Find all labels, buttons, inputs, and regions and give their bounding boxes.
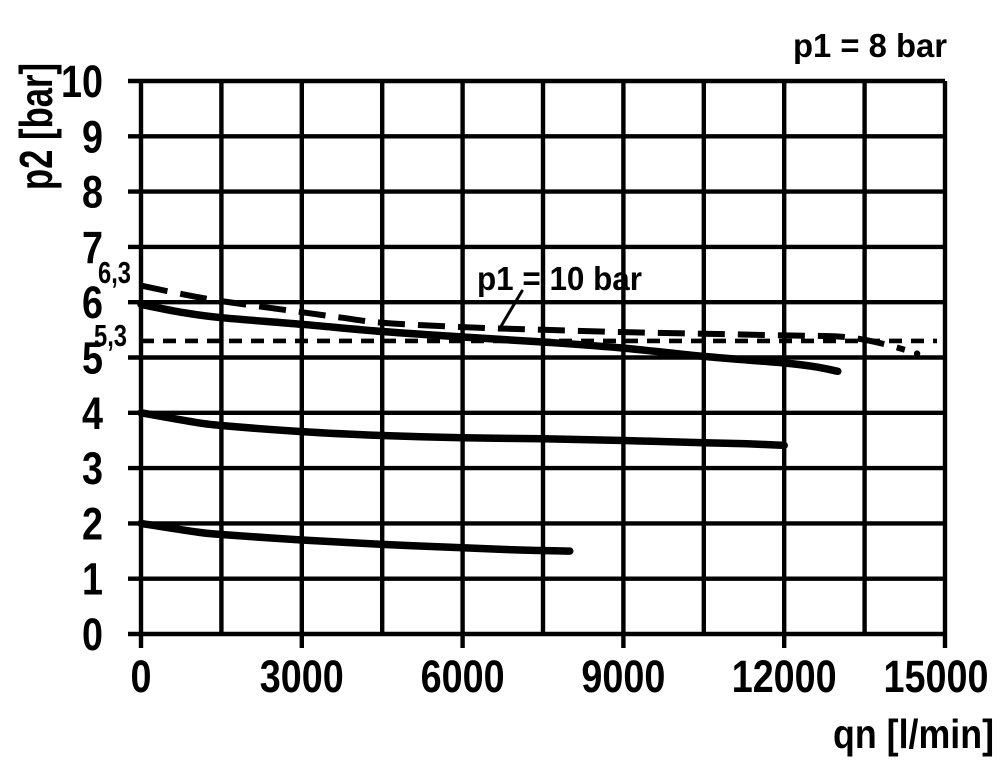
y-tick-label-10: 10 [61, 56, 103, 107]
chart-title: p1 = 8 bar [793, 27, 947, 64]
curve-p1-8bar-set-6 [137, 300, 842, 376]
x-tick-label-3000: 3000 [260, 651, 344, 702]
y-tick-label-4: 4 [82, 388, 103, 439]
curve-p1-10bar-set-6-3 [140, 282, 906, 353]
y-tick-label-9: 9 [82, 111, 103, 162]
x-tick-label-0: 0 [131, 651, 152, 702]
grid-layer [128, 78, 948, 648]
y-tick-label-5: 5 [82, 333, 103, 384]
y-tick-label-0: 0 [82, 609, 103, 660]
y-tick-label-7: 7 [82, 222, 103, 273]
y-tick-label-6: 6 [82, 277, 103, 328]
curve-set-4 [137, 409, 788, 450]
x-tick-label-9000: 9000 [581, 651, 665, 702]
curves-layer [137, 282, 937, 555]
y-tick-label-1: 1 [82, 554, 103, 605]
x-tick-label-15000: 15000 [884, 651, 989, 702]
label-setpoint-5-3: 5,3 [94, 318, 127, 353]
y-tick-label-2: 2 [82, 498, 103, 549]
annotation-leader-line [498, 289, 524, 330]
curve-set-2 [137, 519, 574, 555]
curve-p1-10bar-set-6-3-end-dot [913, 350, 921, 357]
y-axis-title: p2 [bar] [10, 63, 62, 190]
x-tick-label-12000: 12000 [732, 651, 837, 702]
x-tick-label-6000: 6000 [421, 651, 505, 702]
x-axis-title: qn [l/min] [833, 711, 994, 757]
label-setpoint-6-3: 6,3 [98, 255, 131, 290]
y-tick-label-8: 8 [82, 167, 103, 218]
annotation-p1-10bar: p1 = 10 bar [477, 260, 642, 297]
y-tick-label-3: 3 [82, 443, 103, 494]
